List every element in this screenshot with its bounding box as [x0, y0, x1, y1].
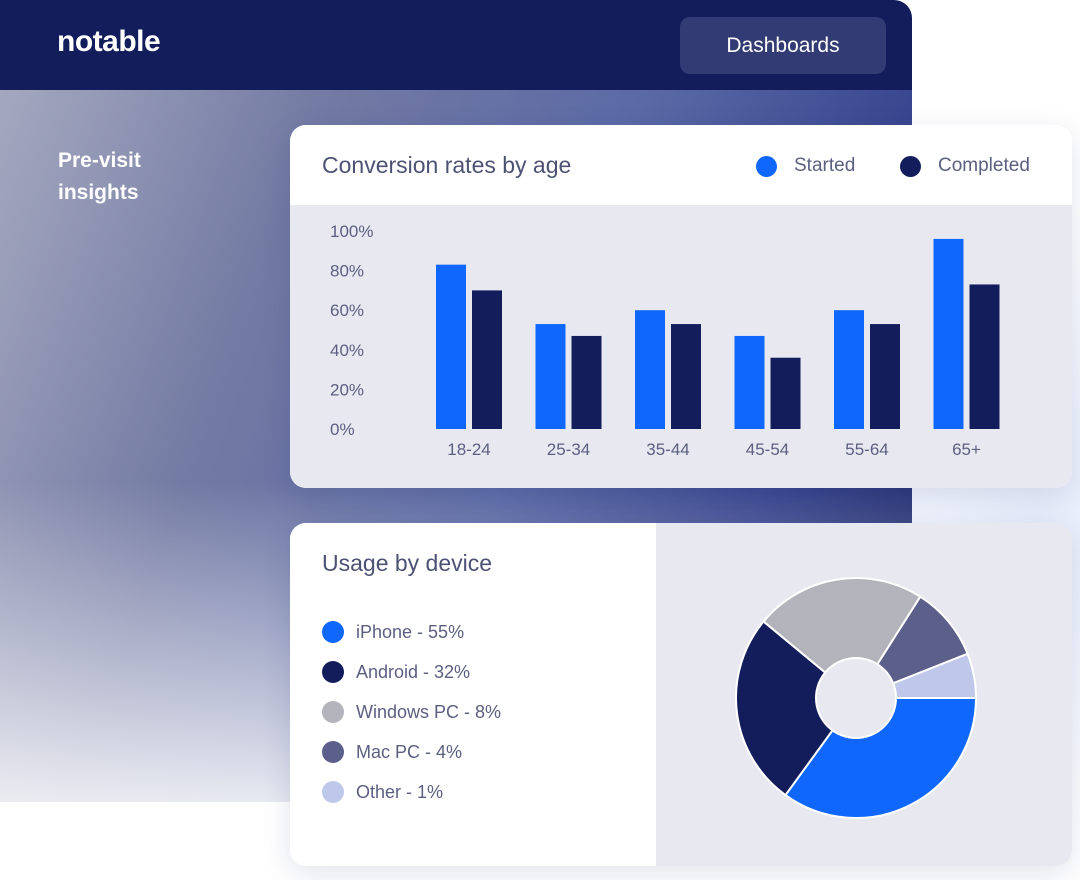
legend-completed-label: Completed — [938, 155, 1030, 176]
y-tick-label: 20% — [330, 380, 364, 399]
bar-completed-35-44 — [671, 324, 701, 429]
device-item-iphone: iPhone - 55% — [322, 621, 464, 643]
device-item-windows: Windows PC - 8% — [322, 701, 501, 723]
usage-donut-chart — [735, 577, 978, 819]
device-other-label: Other - 1% — [356, 781, 444, 802]
y-tick-label: 100% — [330, 222, 373, 241]
x-tick-label: 25-34 — [547, 440, 590, 459]
legend-completed: Completed — [900, 155, 1030, 177]
device-item-android: Android - 32% — [322, 661, 470, 683]
device-item-mac: Mac PC - 4% — [322, 741, 462, 763]
conversion-title: Conversion rates by age — [322, 152, 572, 178]
pie-slice-android — [735, 620, 858, 797]
conversion-bar-chart: 0% 20% 40% 60% 80% 100% 18-24 25-34 35-44 45-54 55… — [330, 222, 1000, 459]
bar-started-35-44 — [635, 310, 665, 429]
donut-hole — [815, 657, 897, 739]
legend-started-swatch — [756, 155, 777, 177]
device-item-other: Other - 1% — [322, 781, 443, 803]
device-windows-swatch — [322, 701, 344, 723]
bar-completed-65+ — [969, 284, 1000, 429]
pie-slice-windows-pc — [762, 577, 922, 700]
section-title: Pre-visit insights — [58, 149, 141, 204]
device-windows-label: Windows PC - 8% — [356, 701, 502, 722]
legend-started: Started — [756, 155, 855, 177]
pie-slice-iphone — [784, 697, 978, 819]
device-other-swatch — [322, 781, 344, 803]
conversion-plot-area: 0% 20% 40% 60% 80% 100% 18-24 25-34 35-44 45-54 55… — [290, 205, 1072, 488]
usage-chart-panel — [656, 523, 1072, 866]
bar-completed-25-34 — [571, 335, 602, 429]
x-tick-label: 55-64 — [845, 440, 888, 459]
usage-legend-panel: Usage by device iPhone - 55% Android - 3… — [290, 523, 656, 866]
x-tick-label: 65+ — [952, 440, 981, 459]
bar-started-25-34 — [535, 324, 566, 429]
bar-started-18-24 — [436, 264, 466, 429]
y-tick-label: 60% — [330, 301, 364, 320]
y-tick-label: 40% — [330, 341, 364, 360]
app-header: notable Dashboards — [0, 0, 912, 90]
device-android-swatch — [322, 661, 344, 683]
device-iphone-swatch — [322, 621, 344, 643]
conversion-card-header: Conversion rates by age Started Complete… — [290, 125, 1072, 205]
usage-title: Usage by device — [322, 550, 493, 576]
bar-completed-45-54 — [770, 357, 801, 429]
device-mac-label: Mac PC - 4% — [356, 741, 463, 762]
device-iphone-label: iPhone - 55% — [356, 621, 465, 642]
device-android-label: Android - 32% — [356, 661, 471, 682]
usage-card: Usage by device iPhone - 55% Android - 3… — [290, 523, 1072, 866]
bar-completed-18-24 — [472, 290, 502, 429]
y-tick-label: 80% — [330, 262, 364, 281]
notable-logo[interactable]: notable — [57, 25, 161, 58]
x-tick-label: 18-24 — [447, 440, 490, 459]
conversion-card: Conversion rates by age Started Complete… — [290, 125, 1072, 488]
legend-completed-swatch — [900, 155, 921, 177]
y-tick-label: 0% — [330, 420, 355, 439]
x-tick-label: 35-44 — [646, 440, 689, 459]
bar-started-65+ — [933, 238, 964, 429]
bar-started-55-64 — [834, 310, 864, 429]
bar-completed-55-64 — [870, 324, 900, 429]
dashboards-button[interactable]: Dashboards — [680, 17, 886, 74]
x-tick-label: 45-54 — [746, 440, 789, 459]
bar-started-45-54 — [734, 335, 765, 429]
device-mac-swatch — [322, 741, 344, 763]
legend-started-label: Started — [794, 155, 856, 176]
